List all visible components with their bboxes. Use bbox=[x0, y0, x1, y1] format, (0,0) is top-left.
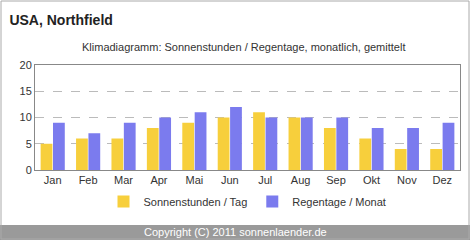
svg-text:Mai: Mai bbox=[186, 174, 204, 186]
svg-text:Apr: Apr bbox=[150, 174, 167, 186]
svg-text:5: 5 bbox=[26, 138, 32, 150]
svg-text:Regentage / Monat: Regentage / Monat bbox=[292, 196, 386, 208]
svg-text:Mar: Mar bbox=[114, 174, 133, 186]
svg-text:15: 15 bbox=[20, 85, 32, 97]
svg-text:USA, Northfield: USA, Northfield bbox=[9, 12, 112, 28]
svg-text:0: 0 bbox=[26, 164, 32, 176]
svg-text:Jun: Jun bbox=[221, 174, 239, 186]
svg-text:Jan: Jan bbox=[44, 174, 62, 186]
svg-text:Dez: Dez bbox=[433, 174, 453, 186]
svg-text:20: 20 bbox=[20, 59, 32, 71]
svg-text:Feb: Feb bbox=[79, 174, 98, 186]
svg-text:Okt: Okt bbox=[363, 174, 380, 186]
svg-text:Copyright (C) 2011 sonnenlaend: Copyright (C) 2011 sonnenlaender.de bbox=[144, 226, 327, 238]
svg-text:Aug: Aug bbox=[291, 174, 311, 186]
svg-text:Klimadiagramm: Sonnenstunden /: Klimadiagramm: Sonnenstunden / Regentage… bbox=[82, 41, 405, 53]
svg-text:Sonnenstunden / Tag: Sonnenstunden / Tag bbox=[144, 196, 248, 208]
svg-text:10: 10 bbox=[20, 111, 32, 123]
svg-text:Nov: Nov bbox=[397, 174, 417, 186]
svg-text:Sep: Sep bbox=[326, 174, 346, 186]
svg-text:Jul: Jul bbox=[258, 174, 272, 186]
